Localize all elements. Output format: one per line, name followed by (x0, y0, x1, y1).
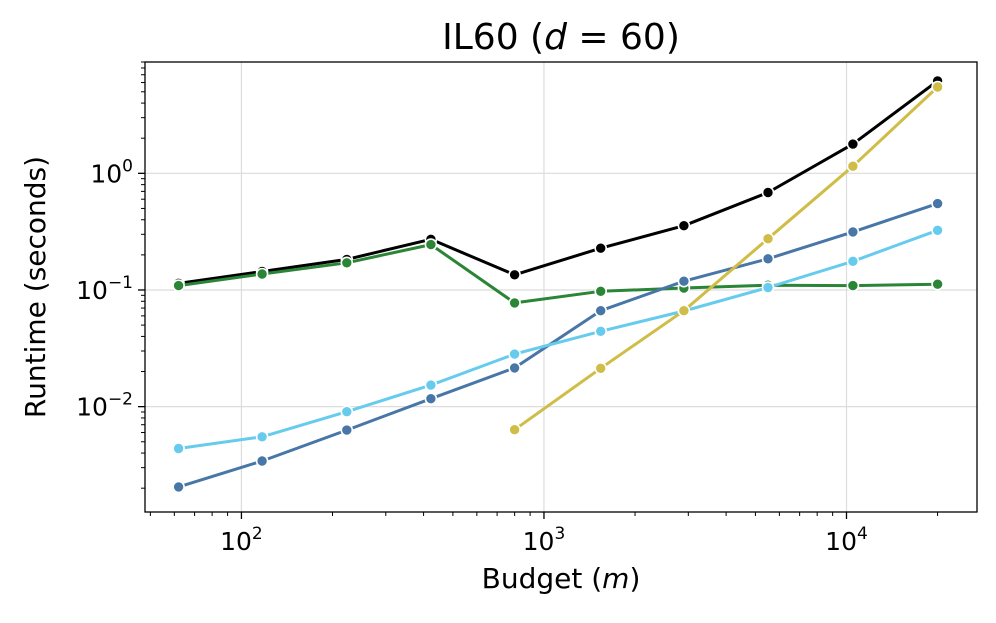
series-yellow-point (846, 159, 860, 173)
series-yellow (508, 80, 944, 437)
series-layer (172, 74, 944, 494)
y-axis-label: Runtime (seconds) (19, 156, 52, 418)
plot-area-frame (144, 61, 978, 513)
y-tick-exponent: −1 (108, 273, 133, 293)
y-tick-label: 10−1 (76, 273, 133, 305)
series-black-line (177, 79, 940, 285)
series-green-point (508, 296, 521, 310)
series-blue-line (177, 202, 940, 489)
series-green-point (931, 277, 944, 291)
x-axis-label-prefix: Budget ( (482, 562, 603, 595)
series-black-point (594, 241, 608, 255)
series-blue-point (931, 197, 944, 210)
y-tick-exponent: 0 (122, 156, 133, 176)
series-cyan-point (424, 378, 438, 392)
series-cyan-point (508, 347, 521, 361)
series-green-point (424, 238, 438, 251)
series-cyan-point (931, 224, 944, 237)
x-axis-label-suffix: ) (629, 562, 640, 595)
series-yellow-point (677, 304, 691, 318)
series-green-point (255, 267, 269, 281)
series-black-point (761, 186, 775, 199)
series-blue-point (340, 423, 354, 437)
series-black-point (846, 137, 860, 151)
x-axis-label-variable: m (602, 562, 629, 595)
series-blue-point (255, 454, 269, 468)
series-cyan-point (594, 324, 608, 338)
series-green-point (340, 256, 354, 270)
y-tick-base: 10 (76, 393, 108, 422)
series-blue-point (172, 480, 185, 494)
series-black-point (508, 268, 521, 282)
series-cyan-line (177, 228, 940, 450)
series-cyan-point (255, 430, 269, 444)
series-blue-point (424, 392, 438, 406)
x-tick-exponent: 3 (554, 524, 565, 544)
chart-title: IL60 (d = 60) (442, 17, 680, 58)
title-suffix: = 60) (567, 17, 680, 58)
x-tick-exponent: 4 (857, 524, 868, 544)
series-cyan-point (846, 254, 860, 268)
x-tick-base: 10 (825, 527, 857, 556)
series-blue-point (594, 304, 608, 318)
series-cyan-point (172, 442, 185, 455)
series-green (172, 238, 944, 310)
series-blue-point (508, 361, 521, 375)
series-cyan-point (761, 281, 775, 294)
y-tick-base: 10 (76, 276, 108, 305)
x-tick-base: 10 (523, 527, 555, 556)
x-tick-exponent: 2 (252, 524, 263, 544)
series-blue (172, 197, 944, 494)
x-tick-base: 10 (220, 527, 252, 556)
series-black-point (677, 219, 691, 232)
series-green-point (594, 284, 608, 298)
y-tick-base: 10 (90, 159, 122, 188)
x-axis-label: Budget (m) (482, 562, 641, 595)
series-yellow-point (761, 232, 775, 245)
series-green-point (846, 279, 860, 292)
title-prefix: IL60 ( (442, 17, 544, 58)
series-green-line (177, 243, 940, 305)
series-yellow-point (931, 80, 944, 94)
series-yellow-line (513, 85, 940, 432)
series-blue-point (846, 225, 860, 239)
series-blue-point (677, 274, 691, 288)
y-tick-label: 100 (90, 156, 133, 188)
series-black (172, 74, 944, 290)
title-variable: d (544, 17, 568, 58)
x-tick-label: 102 (220, 524, 263, 556)
series-cyan-point (340, 405, 354, 419)
x-tick-label: 103 (523, 524, 566, 556)
y-tick-label: 10−2 (76, 390, 133, 422)
series-yellow-point (594, 361, 608, 375)
series-yellow-point (508, 423, 521, 437)
series-blue-point (761, 252, 775, 266)
x-tick-label: 104 (825, 524, 868, 556)
series-green-point (172, 279, 185, 292)
y-tick-exponent: −2 (108, 390, 133, 410)
